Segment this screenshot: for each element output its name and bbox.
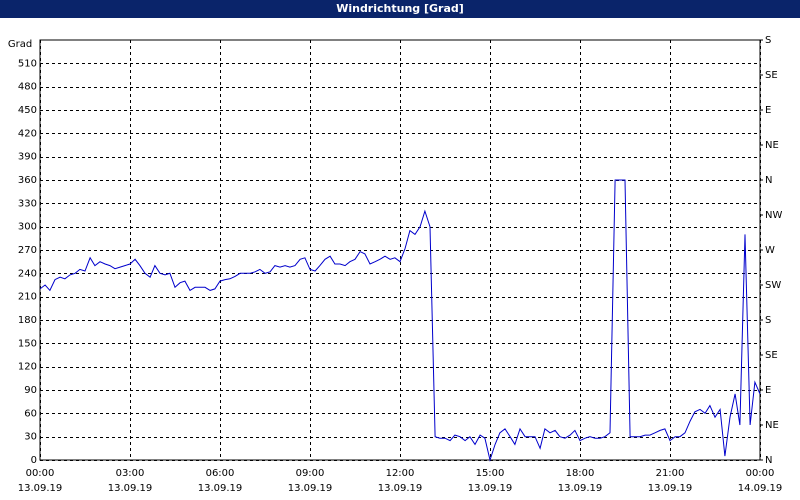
y2-tick-label: SE (765, 70, 778, 81)
y2-tick-label: W (765, 245, 775, 256)
x-tick-label: 21:00 (656, 468, 685, 479)
x-tick-date: 13.09.19 (18, 483, 63, 494)
y-tick-label: 150 (18, 338, 37, 349)
y-tick-label: 240 (18, 268, 37, 279)
y-tick-label: 180 (18, 315, 37, 326)
y-tick-label: 420 (18, 128, 37, 139)
x-tick-label: 12:00 (386, 468, 415, 479)
x-tick-date: 13.09.19 (558, 483, 603, 494)
y2-tick-label: N (765, 175, 772, 186)
y-tick-label: 60 (24, 408, 37, 419)
y2-tick-label: NW (765, 210, 782, 221)
y-axis-label: Grad (8, 39, 32, 50)
y-tick-label: 480 (18, 82, 37, 93)
x-tick-label: 06:00 (206, 468, 235, 479)
y2-tick-label: SW (765, 280, 781, 291)
x-tick-label: 03:00 (116, 468, 145, 479)
y2-tick-label: N (765, 455, 772, 466)
x-tick-date: 14.09.19 (738, 483, 783, 494)
x-tick-date: 13.09.19 (198, 483, 243, 494)
y2-tick-label: NE (765, 420, 779, 431)
y2-tick-label: S (765, 315, 771, 326)
y2-tick-label: SE (765, 350, 778, 361)
y2-tick-label: E (765, 105, 771, 116)
x-tick-date: 13.09.19 (378, 483, 423, 494)
x-tick-date: 13.09.19 (108, 483, 153, 494)
x-tick-label: 09:00 (296, 468, 325, 479)
x-tick-label: 15:00 (476, 468, 505, 479)
y2-tick-label: E (765, 385, 771, 396)
data-line (39, 179, 761, 462)
x-tick-label: 00:00 (26, 468, 55, 479)
y-tick-label: 90 (24, 385, 37, 396)
x-tick-label: 00:00 (746, 468, 775, 479)
x-tick-date: 13.09.19 (648, 483, 693, 494)
y-tick-label: 120 (18, 362, 37, 373)
y-tick-label: 30 (24, 432, 37, 443)
x-tick-date: 13.09.19 (468, 483, 513, 494)
y-tick-label: 0 (31, 455, 37, 466)
y-tick-label: 390 (18, 152, 37, 163)
x-tick-label: 18:00 (566, 468, 595, 479)
y-tick-label: 450 (18, 105, 37, 116)
y-tick-label: 330 (18, 198, 37, 209)
y-tick-label: 300 (18, 222, 37, 233)
y-tick-label: 510 (18, 58, 37, 69)
y-tick-label: 270 (18, 245, 37, 256)
y-tick-label: 360 (18, 175, 37, 186)
y-tick-label: 210 (18, 292, 37, 303)
y2-tick-label: S (765, 35, 771, 46)
x-tick-date: 13.09.19 (288, 483, 333, 494)
chart-title: Windrichtung [Grad] (336, 2, 464, 15)
y2-tick-label: NE (765, 140, 779, 151)
title-bar (0, 0, 800, 18)
